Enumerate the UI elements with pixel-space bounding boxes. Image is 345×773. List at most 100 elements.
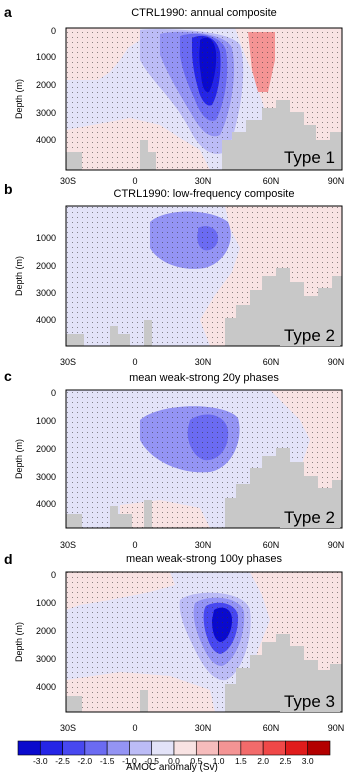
y-ticks-b: 1000 2000 3000 4000 <box>36 233 56 325</box>
panel-letter-b: b <box>4 181 13 197</box>
x-tick-label: 60N <box>263 540 280 550</box>
ylabel-b: Depth (m) <box>14 256 24 296</box>
y-tick-label: 2000 <box>36 80 56 90</box>
x-ticks-c: 30S 0 30N 60N 90N <box>60 540 344 550</box>
colorbar-swatch <box>307 740 331 756</box>
colorbar-swatch <box>262 740 286 756</box>
y-tick-label: 0 <box>51 570 56 580</box>
type-label-a: Type 1 <box>284 148 335 167</box>
y-tick-label: 2000 <box>36 626 56 636</box>
panel-letter-c: c <box>4 368 12 384</box>
y-tick-label: 3000 <box>36 108 56 118</box>
x-tick-label: 30S <box>60 723 76 733</box>
type-label-box-c <box>280 502 340 528</box>
panel-d: d mean weak-strong 100y phases Type 3 De… <box>4 551 344 733</box>
x-tick-label: 60N <box>263 176 280 186</box>
x-tick-label: 0 <box>132 176 137 186</box>
ylabel-c: Depth (m) <box>14 439 24 479</box>
x-tick-label: 30N <box>195 176 212 186</box>
x-tick-label: 30S <box>60 357 76 367</box>
colorbar-tick-label: 1.5 <box>235 756 247 766</box>
panel-letter-d: d <box>4 551 13 567</box>
y-tick-label: 1000 <box>36 598 56 608</box>
x-tick-label: 90N <box>328 723 345 733</box>
y-tick-label: 4000 <box>36 135 56 145</box>
y-tick-label: 2000 <box>36 444 56 454</box>
colorbar-tick-label: -2.5 <box>55 756 70 766</box>
colorbar-swatch <box>173 740 197 756</box>
colorbar-tick-label: 0.0 <box>168 756 180 766</box>
type-label-box-a <box>280 142 340 168</box>
y-tick-label: 0 <box>51 26 56 36</box>
terrain-a <box>66 100 342 170</box>
ylabel-d: Depth (m) <box>14 622 24 662</box>
colorbar-swatch <box>195 740 219 756</box>
colorbar-swatch <box>129 740 153 756</box>
plot-frame-a <box>65 27 343 171</box>
colorbar-tick-label: 3.0 <box>302 756 314 766</box>
y-tick-label: 4000 <box>36 315 56 325</box>
plot-frame-b <box>65 205 343 347</box>
colorbar-swatch <box>39 740 63 756</box>
y-ticks-c: 0 1000 2000 3000 4000 <box>36 388 56 509</box>
type-label-c: Type 2 <box>284 508 335 527</box>
x-ticks-a: 30S 0 30N 60N 90N <box>60 176 344 186</box>
colorbar-tick-label: -3.0 <box>33 756 48 766</box>
x-tick-label: 0 <box>132 723 137 733</box>
x-tick-label: 60N <box>263 723 280 733</box>
colorbar-tick-label: 0.5 <box>190 756 202 766</box>
y-tick-label: 4000 <box>36 682 56 692</box>
y-tick-label: 1000 <box>36 52 56 62</box>
y-tick-label: 3000 <box>36 288 56 298</box>
terrain-c <box>66 448 342 528</box>
y-tick-label: 2000 <box>36 261 56 271</box>
colorbar-swatch <box>62 740 86 756</box>
panel-b: b CTRL1990: low-frequency composite Type… <box>4 181 344 367</box>
terrain-b <box>66 268 342 346</box>
y-ticks-a: 0 1000 2000 3000 4000 <box>36 26 56 145</box>
x-tick-label: 90N <box>328 176 345 186</box>
x-tick-label: 0 <box>132 540 137 550</box>
type-label-b: Type 2 <box>284 326 335 345</box>
panel-title-c: mean weak-strong 20y phases <box>129 372 279 384</box>
panel-title-a: CTRL1990: annual composite <box>131 7 277 19</box>
colorbar-tick-label: -2.0 <box>78 756 93 766</box>
colorbar-tick-label: 1.0 <box>213 756 225 766</box>
colorbar-tick-label: -0.5 <box>144 756 159 766</box>
x-ticks-b: 30S 0 30N 60N 90N <box>60 357 344 367</box>
x-tick-label: 30N <box>195 540 212 550</box>
x-tick-label: 60N <box>263 357 280 367</box>
panel-a: a CTRL1990: annual composite Type 1 Dept… <box>4 4 344 186</box>
colorbar-tick-label: 2.5 <box>280 756 292 766</box>
x-tick-label: 30S <box>60 540 76 550</box>
colorbar-title: AMOC anomaly (Sv) <box>126 762 218 773</box>
x-tick-label: 30N <box>195 357 212 367</box>
plot-frame-d <box>65 571 343 713</box>
y-tick-label: 4000 <box>36 499 56 509</box>
colorbar-tick-label: 2.0 <box>257 756 269 766</box>
colorbar-swatch <box>106 740 130 756</box>
y-ticks-d: 0 1000 2000 3000 4000 <box>36 570 56 692</box>
type-label-d: Type 3 <box>284 692 335 711</box>
y-tick-label: 3000 <box>36 654 56 664</box>
y-tick-label: 3000 <box>36 472 56 482</box>
y-tick-label: 1000 <box>36 233 56 243</box>
colorbar-swatch <box>84 740 108 756</box>
ylabel-a: Depth (m) <box>14 79 24 119</box>
type-label-box-b <box>280 320 340 346</box>
x-ticks-d: 30S 0 30N 60N 90N <box>60 723 344 733</box>
type-label-box-d <box>280 686 340 712</box>
colorbar-swatch <box>285 740 309 756</box>
colorbar: -3.0 -2.5 -2.0 -1.5 -1.0 -0.5 0.0 0.5 1.0 1.5 2.0 2… <box>17 740 331 766</box>
panel-title-b: CTRL1990: low-frequency composite <box>114 188 295 200</box>
colorbar-tick-label: -1.0 <box>122 756 137 766</box>
colorbar-swatch <box>151 740 175 756</box>
panel-letter-a: a <box>4 4 12 20</box>
x-tick-label: 30S <box>60 176 76 186</box>
colorbar-swatch <box>240 740 264 756</box>
x-tick-label: 90N <box>328 357 345 367</box>
colorbar-swatch <box>218 740 242 756</box>
x-tick-label: 90N <box>328 540 345 550</box>
panel-title-d: mean weak-strong 100y phases <box>126 553 282 565</box>
